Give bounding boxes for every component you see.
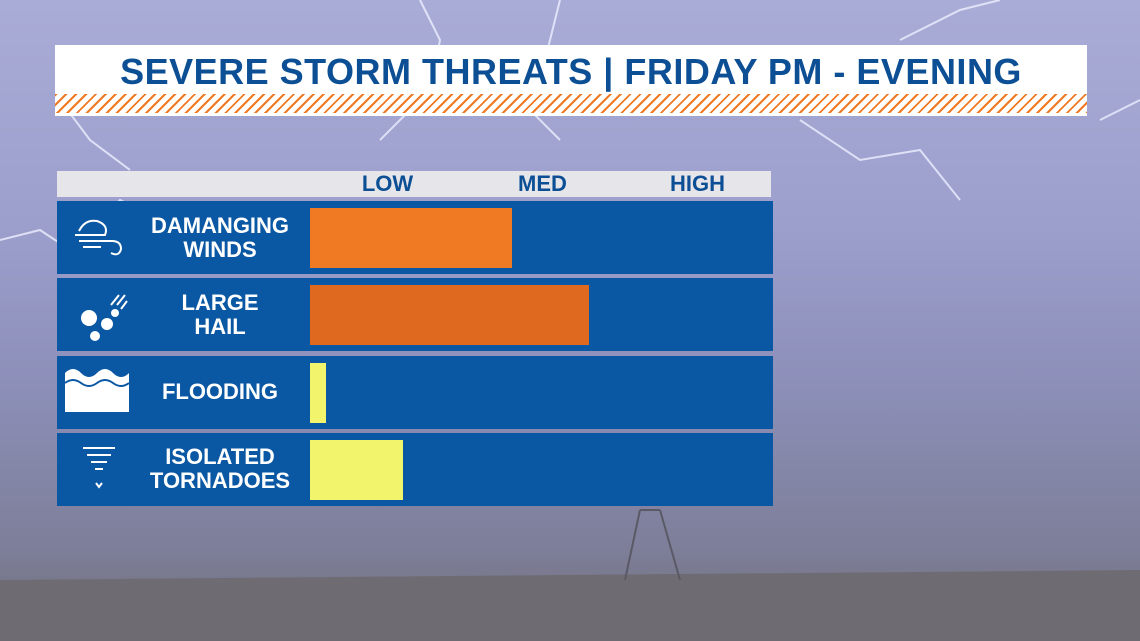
category-label: LARGE HAIL — [181, 289, 259, 339]
row: ISOLATED TORNADOES — [57, 432, 773, 506]
category-label: ISOLATED TORNADOES — [149, 444, 291, 494]
row: DAMANGING WINDS — [57, 201, 773, 274]
title-stripes — [55, 94, 1087, 113]
category-label: DAMANGING WINDS — [150, 212, 290, 262]
x-tick-label: MED — [518, 171, 567, 196]
icons — [64, 219, 130, 489]
bar — [310, 208, 512, 268]
category-label: FLOODING — [161, 379, 279, 405]
title-box: SEVERE STORM THREATS | FRIDAY PM - EVENI… — [55, 45, 1087, 116]
row: FLOODING — [57, 355, 773, 429]
bar — [310, 362, 326, 423]
x-tick-label: HIGH — [670, 171, 725, 196]
bar — [310, 285, 589, 346]
header-bar — [57, 171, 771, 197]
chart-title: SEVERE STORM THREATS | FRIDAY PM - EVENI… — [120, 51, 1022, 92]
x-tick-label: LOW — [361, 171, 414, 196]
bar — [310, 439, 403, 500]
row: LARGE HAIL — [57, 278, 773, 352]
